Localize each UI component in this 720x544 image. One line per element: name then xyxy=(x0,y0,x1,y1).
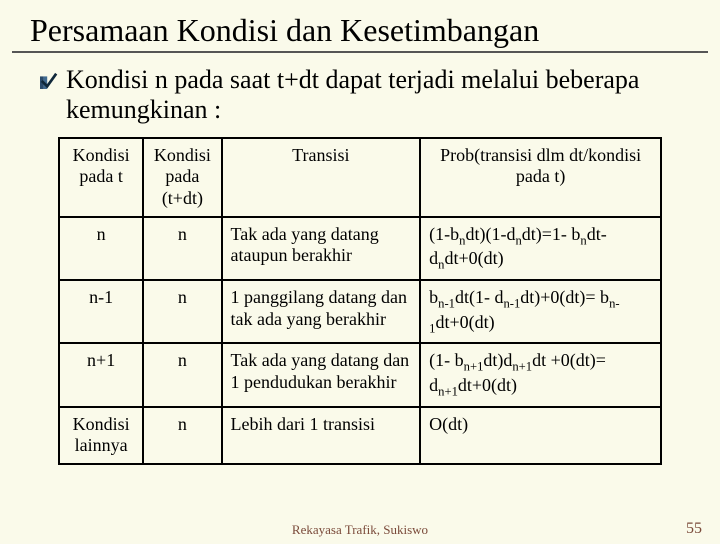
table-row: n-1 n 1 panggilang datang dan tak ada ya… xyxy=(59,280,661,343)
col-header: Kondisi pada t xyxy=(59,138,143,217)
cell: Tak ada yang datang dan 1 pendudukan ber… xyxy=(222,343,421,406)
cell: Kondisi lainnya xyxy=(59,407,143,464)
bullet-text: Kondisi n pada saat t+dt dapat terjadi m… xyxy=(66,65,690,125)
table-row: n n Tak ada yang datang ataupun berakhir… xyxy=(59,217,661,280)
cell: n xyxy=(143,343,221,406)
bullet-item: Kondisi n pada saat t+dt dapat terjadi m… xyxy=(0,61,720,137)
cell: n-1 xyxy=(59,280,143,343)
table-row: n+1 n Tak ada yang datang dan 1 penduduk… xyxy=(59,343,661,406)
table-row: Kondisi lainnya n Lebih dari 1 transisi … xyxy=(59,407,661,464)
table-header-row: Kondisi pada t Kondisi pada (t+dt) Trans… xyxy=(59,138,661,217)
cell: (1-bndt)(1-dndt)=1- bndt- dndt+0(dt) xyxy=(420,217,661,280)
col-header: Kondisi pada (t+dt) xyxy=(143,138,221,217)
cell: n xyxy=(143,280,221,343)
cell: bn-1dt(1- dn-1dt)+0(dt)= bn-1dt+0(dt) xyxy=(420,280,661,343)
footer-text: Rekayasa Trafik, Sukiswo xyxy=(0,522,720,538)
col-header: Prob(transisi dlm dt/kondisi pada t) xyxy=(420,138,661,217)
cell: O(dt) xyxy=(420,407,661,464)
cell: n xyxy=(59,217,143,280)
cell: Tak ada yang datang ataupun berakhir xyxy=(222,217,421,280)
cell: n xyxy=(143,407,221,464)
cell: n xyxy=(143,217,221,280)
cell: 1 panggilang datang dan tak ada yang ber… xyxy=(222,280,421,343)
condition-table: Kondisi pada t Kondisi pada (t+dt) Trans… xyxy=(58,137,662,465)
col-header: Transisi xyxy=(222,138,421,217)
checkmark-icon xyxy=(40,71,58,89)
cell: n+1 xyxy=(59,343,143,406)
page-number: 55 xyxy=(686,520,702,538)
cell: Lebih dari 1 transisi xyxy=(222,407,421,464)
cell: (1- bn+1dt)dn+1dt +0(dt)= dn+1dt+0(dt) xyxy=(420,343,661,406)
slide-title: Persamaan Kondisi dan Kesetimbangan xyxy=(12,4,708,53)
